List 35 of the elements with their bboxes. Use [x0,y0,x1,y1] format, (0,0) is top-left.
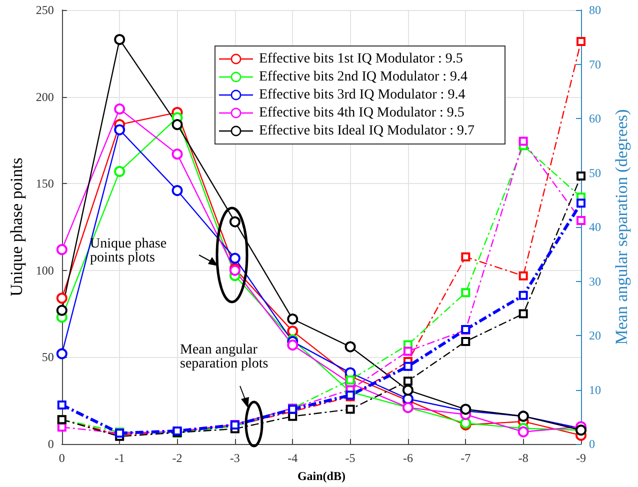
legend-label: Effective bits Ideal IQ Modulator : 9.7 [259,124,475,138]
y2-tick-label: 10 [589,382,601,397]
y2-tick-label: 70 [589,57,601,72]
legend-label: Effective bits 4th IQ Modulator : 9.5 [259,106,464,120]
x-tick-label: -3 [230,451,240,465]
x-tick-label: -9 [576,451,586,465]
y-tick-label: 50 [42,350,54,364]
x-tick-label: 0 [58,451,65,465]
x-axis-title: Gain(dB) [297,469,346,483]
annotation: Mean angular separation plots [180,342,268,372]
legend-label: Effective bits 2nd IQ Modulator : 9.4 [259,70,468,84]
legend-label: Effective bits 3rd IQ Modulator : 9.4 [259,88,466,102]
x-tick-label: -5 [345,451,356,465]
y-tick-label: 100 [36,263,54,278]
y2-tick-label: 40 [589,220,601,234]
x-tick-label: -2 [172,451,182,465]
y2-tick-label: 80 [589,3,601,17]
x-tick-label: -6 [402,451,413,465]
y2-axis-title: Mean angular separation (degrees) [612,109,631,345]
y2-tick-label: 30 [589,274,601,288]
x-tick-label: -1 [114,451,125,465]
x-tick-label: -7 [460,451,471,465]
legend-label: Effective bits 1st IQ Modulator : 9.5 [259,52,463,66]
x-tick-label: -8 [518,451,528,465]
y-axis-title: Unique phase points [7,158,26,296]
y2-tick-label: 20 [589,328,601,342]
y2-tick-label: 60 [589,112,601,126]
y2-tick-label: 50 [589,166,601,180]
y2-tick-label: 0 [589,437,595,451]
y-tick-label: 150 [36,176,54,191]
x-tick-label: -4 [288,451,298,465]
y-tick-label: 0 [48,437,54,451]
y-tick-label: 250 [36,3,54,17]
annotation: Unique phase points plots [90,236,170,266]
y-tick-label: 200 [36,90,54,104]
